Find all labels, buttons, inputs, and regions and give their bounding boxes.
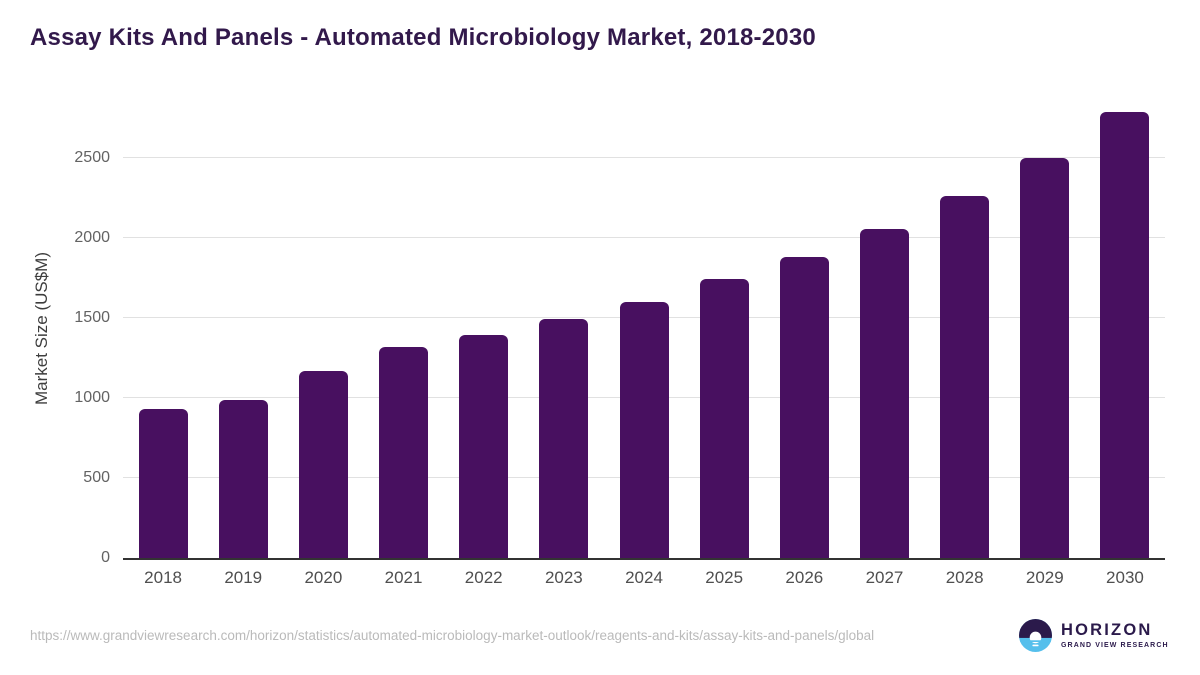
horizon-sun-icon (1019, 619, 1052, 652)
bar-2026 (779, 256, 829, 558)
bar-slot (444, 100, 524, 558)
x-axis-tick-label: 2028 (945, 568, 984, 587)
x-axis: 2018 2019 2020 2021 2022 2023 2024 2025 2026 2027… (123, 568, 1165, 588)
y-axis-tick-label: 1500 (74, 308, 110, 326)
x-axis-tick-label: 2023 (544, 568, 583, 587)
bar-slot (764, 100, 844, 558)
bar-2028 (940, 196, 990, 558)
bar-slot (363, 100, 443, 558)
source-url: https://www.grandviewresearch.com/horizo… (30, 628, 875, 643)
x-axis-tick-label: 2025 (705, 568, 744, 587)
x-axis-tick-label: 2029 (1025, 568, 1064, 587)
gridline (123, 237, 1165, 239)
x-axis-tick-label: 2021 (384, 568, 423, 587)
x-axis-tick-label: 2019 (224, 568, 263, 587)
bar-2030 (1100, 112, 1150, 558)
page-title: Assay Kits And Panels - Automated Microb… (30, 24, 816, 51)
gridline (123, 157, 1165, 159)
bar-slot (1005, 100, 1085, 558)
bar-2018 (138, 409, 188, 558)
logo-wordmark: HORIZON GRAND VIEW RESEARCH (1061, 622, 1169, 649)
bar-2021 (379, 347, 429, 558)
bar-slot (203, 100, 283, 558)
bar-slot (844, 100, 924, 558)
bar-2024 (619, 301, 669, 558)
x-axis-tick-label: 2026 (785, 568, 824, 587)
bar-slot (1085, 100, 1165, 558)
bar-2019 (218, 400, 268, 558)
logo-tagline: GRAND VIEW RESEARCH (1061, 641, 1169, 649)
bar-2025 (699, 279, 749, 558)
horizon-logo: HORIZON GRAND VIEW RESEARCH (1019, 619, 1169, 652)
bar-2020 (298, 371, 348, 558)
x-axis-tick-label: 2022 (464, 568, 503, 587)
y-axis-tick-label: 2000 (74, 228, 110, 246)
y-axis-tick-label: 500 (83, 468, 110, 486)
y-axis: 0 500 1000 1500 2000 2500 (0, 100, 110, 566)
bar-slot (283, 100, 363, 558)
bar-slot (925, 100, 1005, 558)
bar-2023 (539, 318, 589, 558)
bar-slot (684, 100, 764, 558)
bar-series (123, 100, 1165, 558)
bar-2029 (1020, 158, 1070, 558)
logo-brand: HORIZON (1061, 621, 1153, 640)
bar-slot (123, 100, 203, 558)
x-axis-tick-label: 2030 (1106, 568, 1144, 587)
y-axis-tick-label: 1000 (74, 388, 110, 406)
y-axis-tick-label: 2500 (74, 148, 110, 166)
bar-slot (604, 100, 684, 558)
bar-2027 (859, 228, 909, 558)
x-axis-tick-label: 2024 (625, 568, 663, 587)
x-axis-tick-label: 2020 (304, 568, 343, 587)
bar-2022 (459, 334, 509, 558)
x-axis-tick-label: 2018 (144, 568, 182, 587)
y-axis-tick-label: 0 (101, 549, 110, 566)
x-axis-tick-label: 2027 (865, 568, 904, 587)
bar-slot (524, 100, 604, 558)
plot-area (123, 100, 1165, 560)
